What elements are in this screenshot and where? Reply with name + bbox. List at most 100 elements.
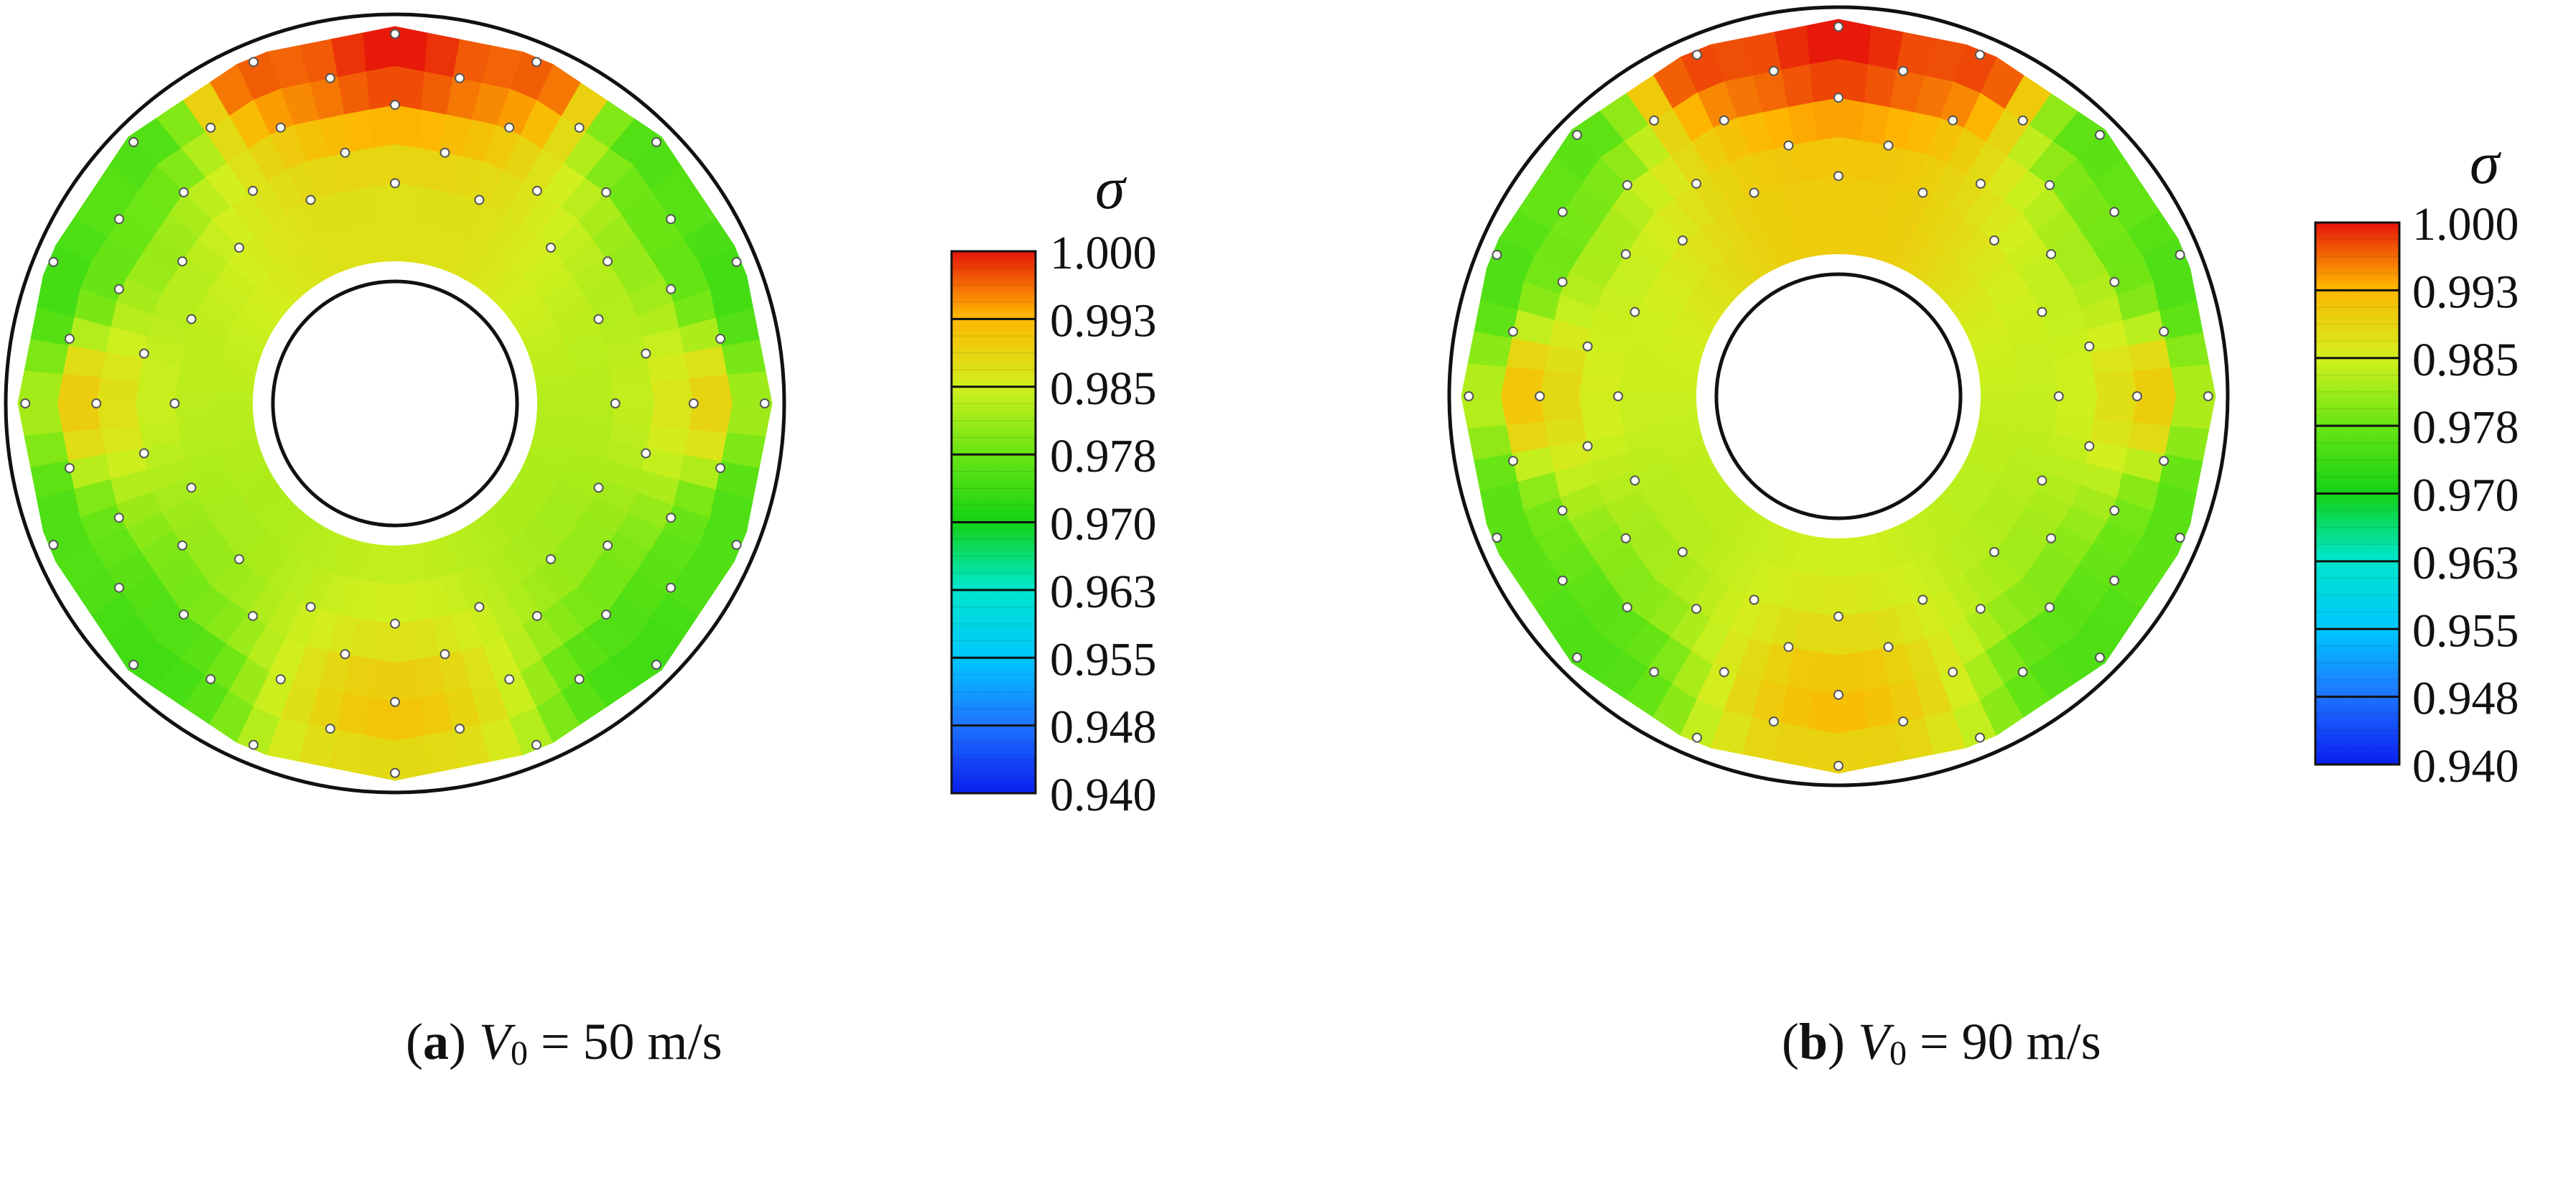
contour-cell <box>372 143 396 187</box>
probe-point <box>1691 178 1702 189</box>
contour-cell <box>1838 136 1861 179</box>
contour-cell <box>1866 25 1903 70</box>
probe-point <box>1975 732 1985 743</box>
probe-point <box>2095 653 2105 663</box>
probe-point <box>1507 456 1518 467</box>
contour-panel-b: 1.000 0.993 0.985 0.978 0.970 0.963 0.955 0.948… <box>1447 5 2519 793</box>
probe-point <box>2109 505 2120 516</box>
probe-point <box>1692 50 1702 60</box>
probe-point <box>390 767 400 778</box>
colorbar-tick-label: 0.985 <box>2412 334 2519 386</box>
contour-cell <box>96 377 139 404</box>
probe-point <box>593 314 604 324</box>
probe-point <box>129 660 139 670</box>
contour-cell <box>2055 396 2099 419</box>
contour-cell <box>96 403 139 430</box>
contour-cell <box>368 104 396 148</box>
colorbar-tick-label: 0.970 <box>1050 498 1157 551</box>
probe-point <box>1492 250 1502 260</box>
probe-point <box>275 674 286 685</box>
contour-cell <box>394 182 415 225</box>
colorbar-tick-label: 0.993 <box>1050 294 1157 347</box>
probe-point <box>455 724 465 734</box>
probe-point <box>1975 50 1985 60</box>
colorbar-tick-label: 0.948 <box>2412 673 2519 725</box>
probe-point <box>531 185 542 196</box>
probe-point <box>2175 533 2185 543</box>
inner-boundary-circle <box>1714 272 1963 520</box>
probe-point <box>1620 533 1631 543</box>
probe-point <box>2084 441 2095 452</box>
probe-point <box>2037 475 2047 486</box>
probe-point <box>593 482 604 493</box>
probe-point <box>186 482 197 493</box>
probe-point <box>325 73 335 83</box>
probe-point <box>759 398 770 408</box>
probe-point <box>1917 187 1928 198</box>
contour-cell <box>368 659 396 703</box>
probe-point <box>340 649 350 660</box>
probe-point <box>2045 602 2055 613</box>
contour-cell <box>1815 613 1839 657</box>
probe-point <box>275 122 286 133</box>
probe-point <box>48 540 59 550</box>
probe-point <box>1917 594 1928 605</box>
contour-cell <box>1812 652 1839 696</box>
probe-point <box>504 122 515 133</box>
contour-cell <box>330 729 367 775</box>
probe-point <box>603 540 613 551</box>
probe-point <box>234 243 244 253</box>
probe-point <box>1692 732 1702 743</box>
caption-a: (a) V0 = 50 m/s <box>406 1013 722 1072</box>
probe-point <box>1989 235 1999 246</box>
probe-point <box>1898 65 1909 76</box>
probe-point <box>2045 179 2055 190</box>
probe-point <box>1507 326 1518 337</box>
contour-plot-a <box>4 12 786 795</box>
probe-point <box>474 195 485 205</box>
probe-point <box>390 29 400 39</box>
probe-point <box>715 333 726 344</box>
probe-point <box>1948 667 1958 678</box>
contour-cell <box>651 377 694 404</box>
contour-cell <box>394 620 418 664</box>
probe-point <box>715 463 726 474</box>
contour-cell <box>394 659 422 703</box>
inner-boundary-circle <box>271 279 519 528</box>
probe-point <box>2046 533 2057 543</box>
probe-point <box>64 463 75 474</box>
contour-field <box>1461 19 2216 774</box>
probe-point <box>248 57 259 67</box>
contour-cell <box>727 403 773 436</box>
probe-point <box>574 122 585 133</box>
probe-point <box>474 602 485 612</box>
contour-plot-b <box>1447 5 2230 787</box>
probe-point <box>688 398 699 408</box>
probe-point <box>1572 653 1582 663</box>
probe-point <box>390 696 400 707</box>
probe-point <box>1833 171 1843 182</box>
probe-point <box>1749 594 1759 605</box>
probe-point <box>2159 456 2170 467</box>
contour-cell <box>1838 613 1861 657</box>
outer-boundary-circle <box>1447 5 2230 787</box>
probe-point <box>641 348 651 359</box>
outer-boundary-circle <box>4 12 786 795</box>
colorbar-tick-label: 0.963 <box>1050 566 1157 618</box>
probe-point <box>1989 547 1999 557</box>
probe-point <box>731 257 742 267</box>
probe-point <box>1582 341 1593 352</box>
probe-point <box>1883 642 1894 653</box>
contour-cell <box>1539 370 1583 397</box>
colorbar-symbol: σ <box>2470 130 2502 197</box>
colorbar-tick-label: 0.948 <box>1050 701 1157 754</box>
contour-cell <box>174 383 216 404</box>
probe-point <box>186 314 197 324</box>
probe-point <box>731 540 742 550</box>
probe-point <box>390 618 400 629</box>
probe-point <box>651 137 661 147</box>
probe-point <box>1572 130 1582 140</box>
colorbar-tick-label: 1.000 <box>2412 198 2519 251</box>
probe-point <box>2109 276 2120 287</box>
contour-cell <box>2094 370 2138 397</box>
